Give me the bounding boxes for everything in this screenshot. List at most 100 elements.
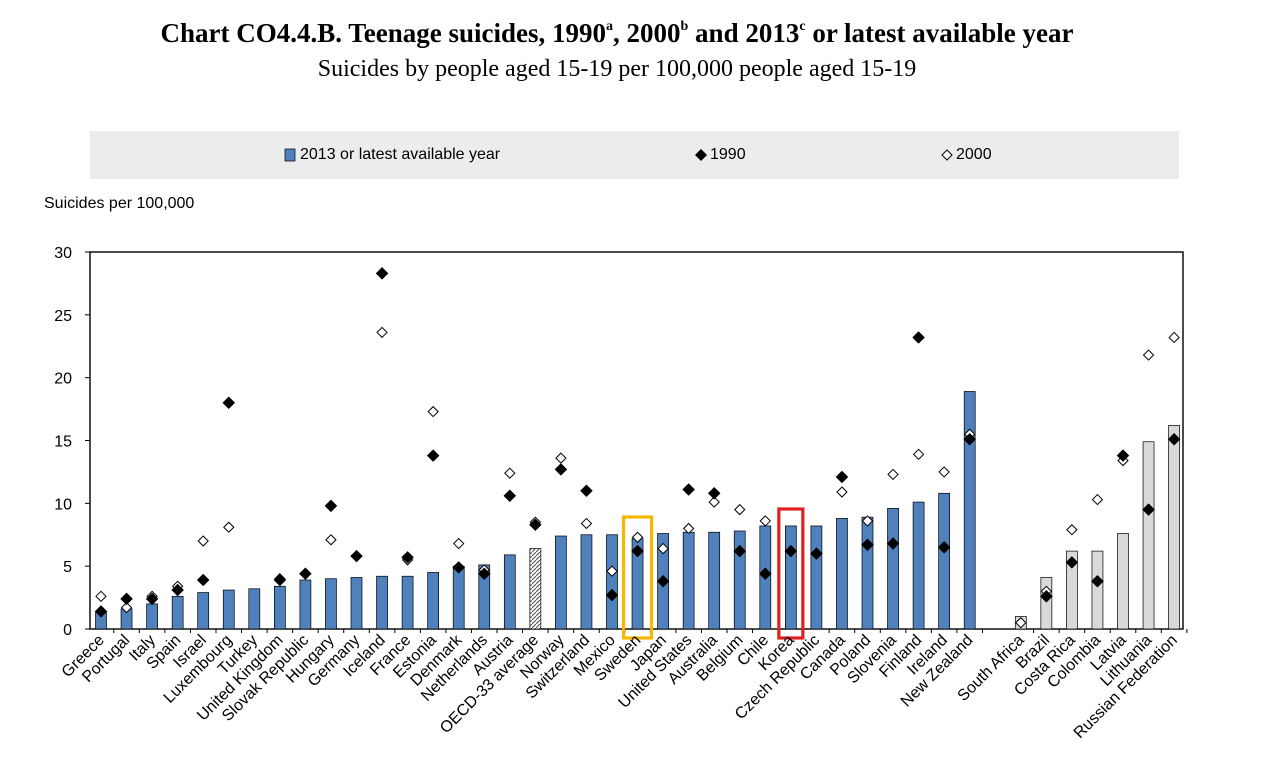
y-tick-label: 10 (54, 496, 72, 513)
marker-1990-portugal (120, 592, 133, 606)
marker-1990-finland (912, 331, 925, 344)
marker-1990-australia (707, 486, 721, 500)
marker-2000-portugal (120, 601, 133, 614)
y-axis-label: Suicides per 100,000 (44, 195, 195, 212)
highlight-box-sweden (621, 515, 654, 640)
marker-1990-costa-rica (1065, 556, 1079, 569)
marker-1990-korea (784, 544, 798, 558)
legend-label-2000: 2000 (956, 146, 992, 163)
bar-iceland (376, 575, 388, 630)
marker-1990-italy (145, 592, 159, 606)
bar-germany (350, 577, 363, 630)
marker-1990-colombia (1091, 574, 1104, 588)
bar-united-kingdom (274, 585, 286, 630)
marker-1990-oecd-33-average (528, 518, 542, 532)
marker-1990-poland (861, 538, 874, 552)
marker-1990-czech-republic (810, 547, 823, 560)
marker-1990-spain (171, 583, 185, 597)
marker-1990-mexico (605, 588, 619, 602)
bar-costa-rica (1066, 550, 1078, 630)
bar-slovak-republic (299, 579, 312, 630)
bar-italy (146, 603, 158, 630)
bar-norway (555, 535, 567, 630)
legend-item-2013: 2013 or latest available year (284, 131, 500, 179)
marker-2000-austria (504, 467, 516, 479)
marker-2000-switzerland (580, 517, 593, 530)
marker-1990-sweden (631, 544, 644, 558)
marker-1990-united-states (682, 483, 696, 496)
marker-2000-japan (657, 542, 669, 555)
marker-2000-israel (197, 535, 209, 547)
legend-item-1990: 1990 (694, 131, 746, 179)
y-tick-label: 30 (54, 245, 72, 262)
marker-2000-luxembourg (223, 521, 235, 533)
bar-turkey (248, 588, 261, 630)
marker-1990-latvia (1116, 449, 1130, 462)
marker-2000-hungary (325, 534, 337, 546)
marker-2000-costa-rica (1066, 524, 1078, 536)
marker-2000-united-states (682, 522, 695, 535)
marker-1990-germany (350, 549, 363, 563)
marker-1990-france (401, 551, 414, 564)
bar-oecd-33-average (529, 548, 542, 630)
marker-1990-brazil (1039, 589, 1053, 603)
marker-2000-estonia (427, 405, 439, 418)
bar-switzerland (580, 534, 593, 630)
marker-2000-lithuania (1142, 349, 1155, 361)
marker-1990-netherlands (477, 567, 491, 581)
bar-luxembourg (222, 589, 235, 630)
marker-2000-belgium (734, 503, 746, 516)
marker-1990-chile (758, 567, 772, 581)
bar-brazil (1040, 577, 1053, 630)
bar-denmark (452, 565, 465, 630)
bar-russian-federation (1168, 425, 1180, 630)
bar-finland (912, 501, 925, 630)
marker-2000-chile (759, 515, 772, 527)
legend-item-2000: 2000 (940, 131, 992, 179)
marker-1990-canada (835, 470, 849, 484)
y-tick-label: 0 (63, 622, 72, 639)
marker-1990-norway (554, 463, 568, 476)
bar-austria (503, 554, 516, 630)
bar-new-zealand (963, 391, 976, 630)
bar-canada (836, 518, 848, 630)
chart-title: Chart CO4.4.B. Teenage suicides, 1990a, … (160, 18, 1074, 48)
marker-1990-slovak-republic (299, 567, 312, 581)
marker-1990-greece (94, 605, 108, 618)
marker-1990-new-zealand (963, 432, 977, 446)
marker-2000-norway (555, 452, 567, 464)
marker-1990-estonia (426, 449, 440, 462)
bar-hungary (325, 578, 337, 630)
legend-label-2013: 2013 or latest available year (300, 146, 501, 163)
marker-1990-denmark (452, 561, 466, 574)
bar-spain (171, 595, 184, 630)
marker-2000-ireland (938, 466, 950, 478)
y-tick-label: 20 (54, 371, 72, 388)
legend: 2013 or latest available year 1990 2000 (90, 131, 1179, 179)
bar-israel (197, 592, 210, 630)
bar-ireland (938, 492, 951, 630)
bar-korea (784, 525, 797, 630)
marker-2000-denmark (452, 537, 465, 550)
marker-1990-luxembourg (222, 396, 236, 410)
marker-2000-iceland (376, 326, 388, 339)
y-tick-label: 25 (54, 308, 72, 325)
marker-2000-australia (708, 496, 720, 508)
y-tick-label: 15 (54, 434, 72, 451)
marker-1990-austria (503, 489, 517, 503)
legend-label-1990: 1990 (710, 146, 746, 163)
chart-subtitle: Suicides by people aged 15-19 per 100,00… (317, 56, 917, 82)
bar-poland (861, 516, 874, 630)
bar-colombia (1091, 550, 1104, 630)
marker-2000-russian-federation (1168, 331, 1180, 344)
hollow-diamond-icon (941, 149, 953, 161)
bar-slovenia (887, 508, 899, 630)
marker-2000-greece (95, 590, 107, 603)
marker-1990-ireland (937, 540, 951, 554)
legend-bar-swatch (284, 148, 296, 162)
bar-belgium (733, 530, 746, 630)
bar-united-states (682, 531, 695, 630)
marker-2000-mexico (606, 565, 618, 577)
bar-latvia (1117, 533, 1129, 630)
